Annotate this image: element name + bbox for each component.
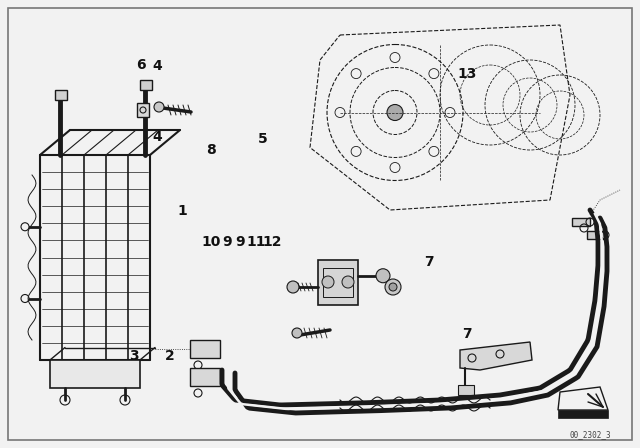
Text: 13: 13 [458, 67, 477, 81]
Text: 10: 10 [202, 235, 221, 249]
Text: 7: 7 [462, 327, 472, 341]
Circle shape [385, 279, 401, 295]
Circle shape [154, 102, 164, 112]
Bar [190, 368, 220, 386]
Bar [190, 340, 220, 358]
Circle shape [376, 269, 390, 283]
Text: 7: 7 [424, 255, 434, 269]
Text: 6: 6 [136, 58, 146, 72]
Circle shape [322, 276, 334, 288]
Text: 9: 9 [235, 235, 245, 249]
Text: 8: 8 [206, 143, 216, 157]
Bar [587, 231, 605, 239]
Bar [458, 385, 474, 395]
Text: 11: 11 [246, 235, 266, 249]
Bar [140, 80, 152, 90]
Bar [323, 268, 353, 297]
Text: 4: 4 [152, 59, 162, 73]
Circle shape [387, 104, 403, 121]
Text: 4: 4 [152, 129, 162, 144]
Bar [572, 218, 590, 226]
Circle shape [21, 294, 29, 302]
Circle shape [292, 328, 302, 338]
Text: 3: 3 [129, 349, 140, 363]
Bar [55, 90, 67, 100]
Bar [318, 260, 358, 305]
Text: 2: 2 [164, 349, 175, 363]
Text: 00_2302_3: 00_2302_3 [569, 431, 611, 439]
Bar [558, 410, 608, 418]
Text: 5: 5 [257, 132, 268, 146]
Circle shape [21, 223, 29, 231]
Circle shape [342, 276, 354, 288]
Bar [137, 103, 149, 117]
Circle shape [389, 283, 397, 291]
Text: 9: 9 [222, 235, 232, 249]
Text: 12: 12 [262, 235, 282, 249]
Polygon shape [50, 360, 140, 388]
Polygon shape [460, 342, 532, 370]
Circle shape [287, 281, 299, 293]
Text: 1: 1 [177, 203, 188, 218]
